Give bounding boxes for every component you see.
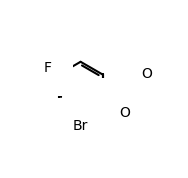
Text: Br: Br	[73, 119, 88, 133]
Text: F: F	[44, 61, 52, 75]
Text: O: O	[87, 99, 98, 113]
Text: O: O	[119, 106, 130, 119]
Text: O: O	[141, 67, 152, 82]
